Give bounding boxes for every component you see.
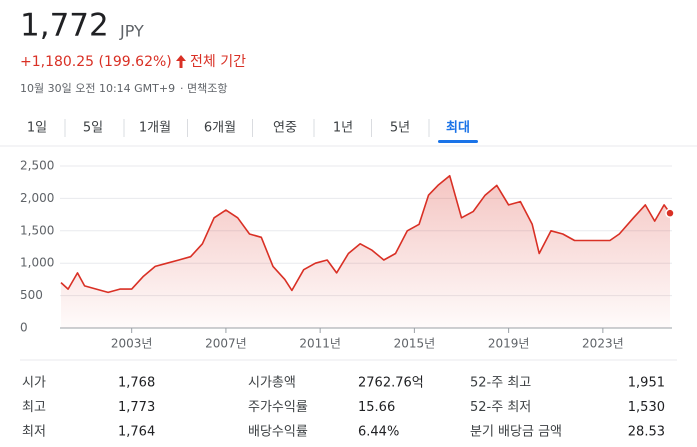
active-tab-indicator [438,140,478,143]
stat-value: 2762.76억 [358,376,424,391]
x-tick-label: 2023년 [582,337,624,351]
y-tick-label: 1,000 [20,256,54,270]
x-tick-label: 2007년 [205,337,247,351]
x-tick-label: 2019년 [488,337,530,351]
stat-label: 최저 [22,425,46,440]
last-price-dot [665,208,675,218]
y-tick-label: 1,500 [20,223,54,237]
y-tick-label: 2,000 [20,191,54,205]
stat-label: 시가총액 [248,376,296,391]
disclaimer-link[interactable]: · 면책조항 [180,82,227,95]
stat-value: 1,773 [118,400,155,415]
stat-label: 주가수익률 [248,400,308,415]
stat-value: 1,530 [628,400,665,415]
stat-label: 최고 [22,400,46,415]
x-tick-label: 2011년 [299,337,341,351]
stat-label: 분기 배당금 금액 [470,425,562,440]
timestamp: 10월 30일 오전 10:14 GMT+9 [20,81,175,95]
range-tab[interactable]: 1일 [27,121,47,136]
stat-value: 6.44% [358,425,399,440]
x-tick-label: 2015년 [394,337,436,351]
stat-label: 배당수익률 [248,425,308,440]
range-tab[interactable]: 연중 [273,121,297,136]
price-change: +1,180.25 (199.62%) [20,54,172,70]
stat-value: 1,764 [118,425,155,440]
currency: JPY [119,22,144,41]
up-arrow-icon [176,55,186,68]
price: 1,772 [20,8,109,44]
stat-value: 1,768 [118,376,155,391]
y-tick-label: 2,500 [20,159,54,173]
range-tab[interactable]: 1년 [333,121,353,136]
stat-value: 15.66 [358,400,395,415]
range-tab[interactable]: 5년 [390,121,410,136]
range-tab[interactable]: 5일 [83,121,103,136]
stat-value: 1,951 [628,376,665,391]
change-period: 전체 기간 [190,54,246,70]
x-tick-label: 2003년 [111,337,153,351]
stat-label: 시가 [22,376,46,391]
price-area [61,175,670,328]
stat-label: 52-주 최저 [470,400,531,415]
price-line [60,174,671,294]
stat-value: 28.53 [628,425,665,440]
y-tick-label: 0 [20,321,28,335]
stat-label: 52-주 최고 [470,376,531,391]
range-tab[interactable]: 1개월 [139,121,171,136]
range-tab[interactable]: 최대 [446,121,470,136]
y-tick-label: 500 [20,288,43,302]
range-tab[interactable]: 6개월 [204,121,236,136]
